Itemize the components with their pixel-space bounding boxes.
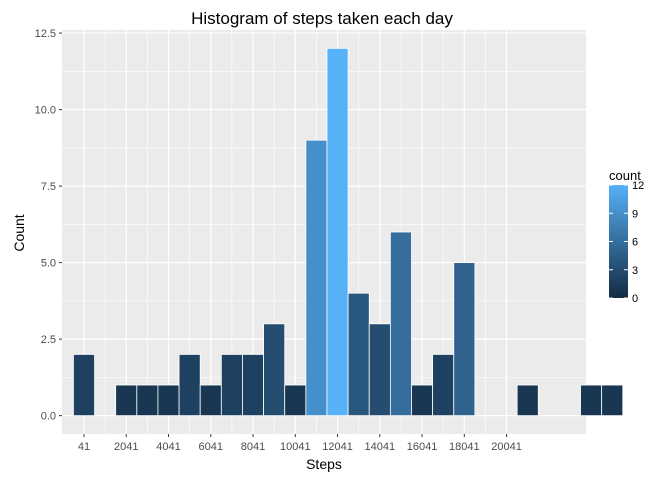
legend-break-label: 3 [632,265,638,277]
histogram-bar [326,47,349,417]
histogram-bar [411,384,434,417]
y-tick-label: 7.5 [41,181,56,193]
histogram-bar [242,354,264,417]
y-tick-label: 10.0 [35,105,56,117]
histogram-bar [516,384,539,417]
x-tick-label: 6041 [199,441,223,453]
x-tick-label: 2041 [114,441,138,453]
y-axis: 0.0 2.5 5.0 7.5 10.0 12.5 [35,28,62,423]
legend-break-label: 6 [632,237,638,249]
histogram-bar [199,384,222,417]
x-tick-label: 20041 [491,441,522,453]
histogram-bar [136,384,159,417]
legend-break-label: 12 [632,180,644,192]
histogram-bar [305,139,328,417]
legend: count 0 3 6 9 12 [609,168,644,305]
histogram-bar [284,384,307,417]
histogram-bar [347,292,370,417]
x-tick-label: 12041 [322,441,353,453]
histogram-bar [601,384,624,417]
x-tick-label: 16041 [407,441,438,453]
histogram-bar [178,354,201,417]
y-tick-label: 2.5 [41,334,56,346]
histogram-bar [220,354,243,417]
y-axis-title: Count [11,214,27,251]
histogram-bar [580,384,603,417]
x-tick-label: 41 [78,441,90,453]
histogram-bar [263,323,286,417]
x-axis: 41 2041 4041 6041 8041 10041 12041 14041 16041 18… [78,434,522,453]
legend-colorbar [609,185,628,298]
x-tick-label: 4041 [156,441,180,453]
histogram-bar [157,384,180,417]
histogram-bar [389,231,412,417]
legend-break-label: 9 [632,208,638,220]
x-tick-label: 14041 [365,441,396,453]
legend-break-label: 0 [632,293,638,305]
histogram-bar [432,354,455,417]
histogram-bar [115,384,138,417]
x-tick-label: 18041 [449,441,480,453]
chart-title: Histogram of steps taken each day [191,9,453,28]
histogram-bar [368,323,391,417]
y-tick-label: 5.0 [41,258,56,270]
x-tick-label: 10041 [280,441,311,453]
x-axis-title: Steps [306,456,342,472]
x-tick-label: 8041 [241,441,265,453]
histogram-bar [453,262,476,417]
histogram-bar [73,354,95,417]
y-tick-label: 0.0 [41,411,56,423]
y-tick-label: 12.5 [35,28,56,40]
bars [73,47,624,417]
legend-ticks: 0 3 6 9 12 [609,180,644,305]
legend-title: count [609,168,641,183]
